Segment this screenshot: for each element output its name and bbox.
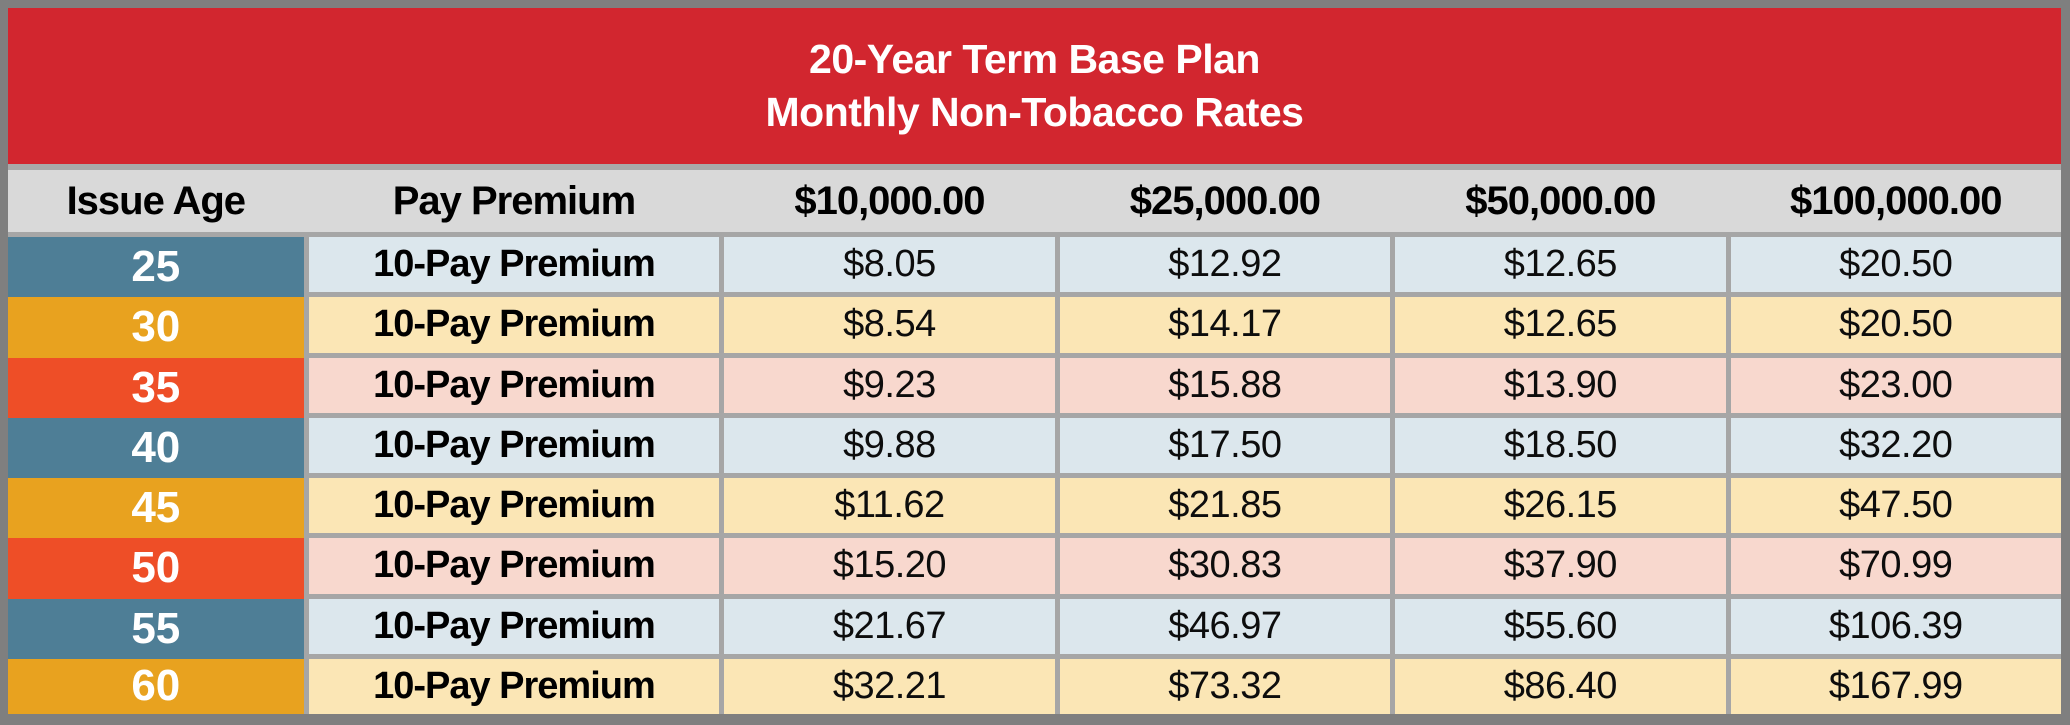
rate-cell-25000: $21.85: [1059, 478, 1391, 534]
table-row-age-30: 30 10-Pay Premium $8.54 $14.17 $12.65 $2…: [8, 297, 2061, 358]
rate-cell-25000: $73.32: [1059, 658, 1391, 714]
rate-cell-50000: $37.90: [1395, 538, 1726, 594]
rate-cell-25000: $17.50: [1059, 417, 1391, 473]
column-header-100000: $100,000.00: [1790, 178, 2002, 223]
column-header-pay-premium: Pay Premium: [392, 178, 636, 223]
age-cell: 35: [8, 357, 304, 418]
rate-cell-50000: $13.90: [1395, 357, 1726, 413]
age-cell: 55: [8, 598, 304, 659]
table-row-age-35: 35 10-Pay Premium $9.23 $15.88 $13.90 $2…: [8, 357, 2061, 418]
age-cell: 25: [8, 237, 304, 298]
table-row-age-55: 55 10-Pay Premium $21.67 $46.97 $55.60 $…: [8, 598, 2061, 659]
premium-type-cell: 10-Pay Premium: [308, 538, 720, 594]
banner-separator: [8, 164, 2061, 170]
rate-cell-10000: $9.88: [724, 417, 1055, 473]
premium-type-cell: 10-Pay Premium: [308, 357, 720, 413]
rate-cell-50000: $55.60: [1395, 598, 1726, 654]
rate-cell-100000: $47.50: [1730, 478, 2061, 534]
rate-cell-10000: $32.21: [724, 658, 1055, 714]
rate-cell-10000: $11.62: [724, 478, 1055, 534]
rate-cell-50000: $12.65: [1395, 237, 1726, 293]
premium-type-cell: 10-Pay Premium: [308, 417, 720, 473]
rate-cell-10000: $15.20: [724, 538, 1055, 594]
table-row-age-40: 40 10-Pay Premium $9.88 $17.50 $18.50 $3…: [8, 417, 2061, 478]
premium-type-cell: 10-Pay Premium: [308, 297, 720, 353]
table-row-age-45: 45 10-Pay Premium $11.62 $21.85 $26.15 $…: [8, 478, 2061, 539]
rate-cell-100000: $106.39: [1730, 598, 2061, 654]
rate-cell-25000: $12.92: [1059, 237, 1391, 293]
column-header-25000: $25,000.00: [1129, 178, 1321, 223]
column-header-10000: $10,000.00: [794, 178, 985, 223]
rate-cell-50000: $26.15: [1395, 478, 1726, 534]
rate-cell-50000: $86.40: [1395, 658, 1726, 714]
rate-cell-25000: $30.83: [1059, 538, 1391, 594]
column-header-row: Issue Age Pay Premium $10,000.00 $25,000…: [8, 170, 2061, 232]
age-cell: 60: [8, 658, 304, 714]
rate-cell-100000: $32.20: [1730, 417, 2061, 473]
rate-cell-25000: $46.97: [1059, 598, 1391, 654]
premium-type-cell: 10-Pay Premium: [308, 478, 720, 534]
age-cell: 30: [8, 297, 304, 358]
rate-cell-50000: $18.50: [1395, 417, 1726, 473]
rate-cell-10000: $21.67: [724, 598, 1055, 654]
table-row-age-60: 60 10-Pay Premium $32.21 $73.32 $86.40 $…: [8, 658, 2061, 714]
rate-cell-100000: $167.99: [1730, 658, 2061, 714]
age-cell: 40: [8, 417, 304, 478]
rate-cell-25000: $14.17: [1059, 297, 1391, 353]
premium-type-cell: 10-Pay Premium: [308, 598, 720, 654]
rate-cell-100000: $20.50: [1730, 237, 2061, 293]
rate-cell-25000: $15.88: [1059, 357, 1391, 413]
age-cell: 45: [8, 478, 304, 539]
rate-cell-10000: $8.54: [724, 297, 1055, 353]
table-row-age-25: 25 10-Pay Premium $8.05 $12.92 $12.65 $2…: [8, 237, 2061, 298]
plan-subtitle: Monthly Non-Tobacco Rates: [765, 89, 1304, 135]
age-cell: 50: [8, 538, 304, 599]
premium-type-cell: 10-Pay Premium: [308, 658, 720, 714]
table-row-age-50: 50 10-Pay Premium $15.20 $30.83 $37.90 $…: [8, 538, 2061, 599]
title-banner: 20-Year Term Base Plan Monthly Non-Tobac…: [8, 8, 2061, 164]
premium-type-cell: 10-Pay Premium: [308, 237, 720, 293]
rate-cell-100000: $23.00: [1730, 357, 2061, 413]
plan-title: 20-Year Term Base Plan: [809, 35, 1260, 82]
column-header-issue-age: Issue Age: [66, 178, 246, 223]
rate-cell-100000: $20.50: [1730, 297, 2061, 353]
rate-cell-50000: $12.65: [1395, 297, 1726, 353]
rate-cell-10000: $8.05: [724, 237, 1055, 293]
rate-cell-10000: $9.23: [724, 357, 1055, 413]
column-header-50000: $50,000.00: [1465, 178, 1656, 223]
rate-cell-100000: $70.99: [1730, 538, 2061, 594]
rate-table-body: 25 10-Pay Premium $8.05 $12.92 $12.65 $2…: [8, 232, 2061, 714]
